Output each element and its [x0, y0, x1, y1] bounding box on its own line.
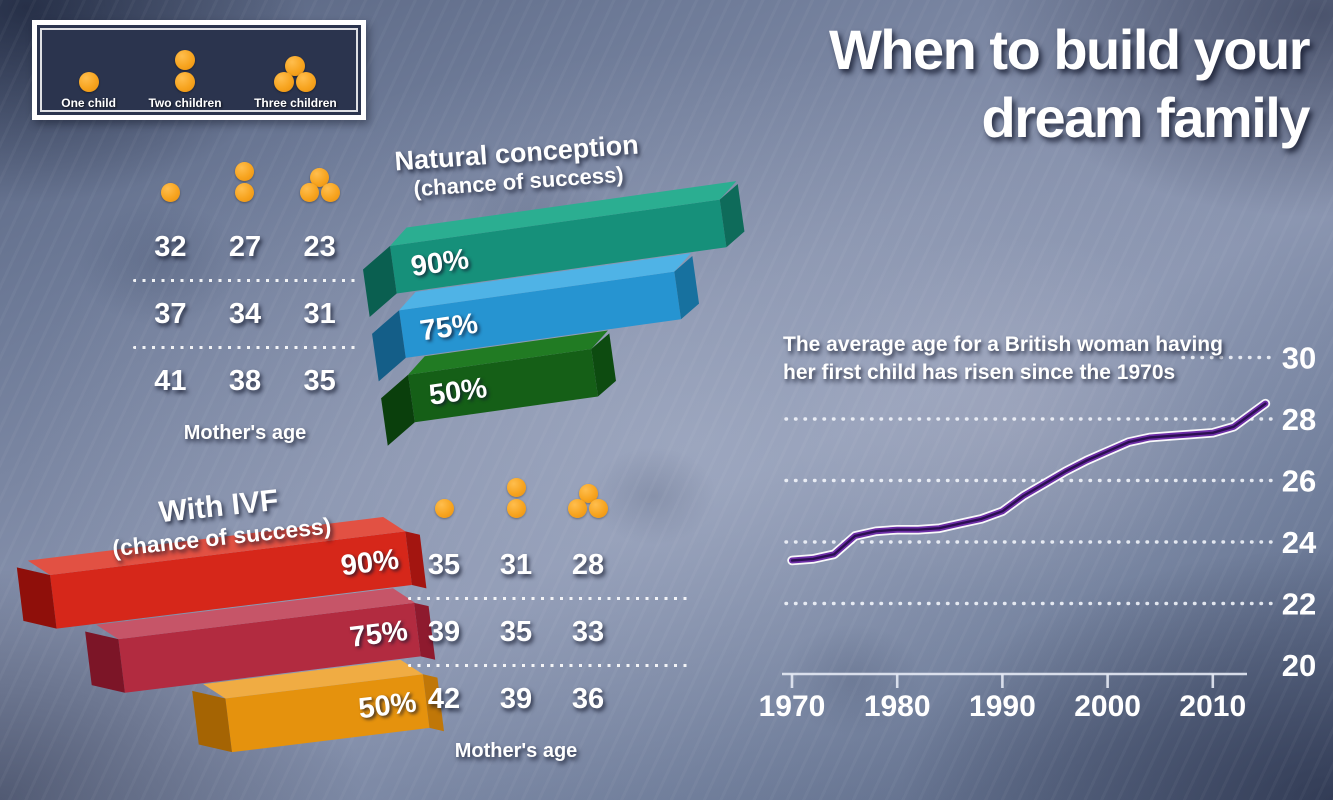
one-child-icon: [78, 72, 99, 92]
three-children-icon: [299, 168, 340, 202]
natural-age-table: 32 27 23 37 34 31 41 38 35 Mother's age: [133, 215, 357, 445]
natural-table-column-icons: [133, 158, 357, 202]
age-value: 23: [303, 230, 336, 263]
page-title-line2: dream family: [981, 86, 1311, 149]
age-value: 35: [499, 615, 533, 648]
age-value: 39: [499, 682, 533, 715]
page-title-line1: When to build your: [828, 18, 1311, 81]
three-children-icon: [274, 56, 317, 92]
legend-label: One child: [61, 96, 116, 110]
mothers-age-label: Mother's age: [183, 422, 307, 444]
trend-chart-caption: The average age for a British woman havi…: [783, 333, 1223, 384]
age-value: 33: [571, 615, 605, 648]
two-children-icon: [506, 478, 526, 518]
dotted-divider: [133, 346, 357, 349]
age-value: 28: [571, 548, 605, 581]
family-size-legend: One child Two children Three children: [32, 20, 366, 120]
legend-label: Two children: [148, 96, 222, 110]
table-row: 39 35 33: [408, 600, 624, 664]
one-child-icon: [160, 183, 180, 202]
one-child-icon: [434, 499, 454, 518]
table-row: 35 31 28: [408, 533, 624, 597]
dotted-divider: [133, 279, 357, 282]
age-value: 31: [303, 297, 336, 330]
age-value: 38: [228, 364, 262, 397]
y-axis-label-20: 20: [1282, 648, 1316, 683]
age-value: 36: [571, 682, 605, 715]
table-row: 32 27 23: [133, 215, 357, 279]
legend-item-three-children: Three children: [254, 56, 337, 110]
table-row: 37 34 31: [133, 282, 357, 346]
two-children-icon: [235, 162, 255, 202]
age-value: 31: [499, 548, 533, 581]
x-axis-label-1970: 1970: [759, 690, 826, 723]
y-axis-label-22: 22: [1282, 587, 1316, 622]
dotted-divider: [408, 597, 690, 600]
bar-value-label: 90%: [408, 242, 471, 283]
legend-label: Three children: [254, 96, 337, 110]
y-axis-label-30: 30: [1282, 341, 1316, 376]
age-value: 39: [427, 615, 461, 648]
x-axis-label-2000: 2000: [1074, 690, 1141, 723]
legend-item-two-children: Two children: [148, 50, 222, 110]
age-value: 41: [154, 364, 187, 397]
bar-value-label: 75%: [417, 307, 480, 347]
ivf-age-table: 35 31 28 39 35 33 42 39 36 Mother's age: [408, 533, 690, 763]
y-axis-label-28: 28: [1282, 402, 1316, 437]
age-value: 27: [228, 230, 262, 263]
bar-end-face: [673, 256, 699, 320]
ivf-table-column-icons: [408, 470, 624, 518]
x-axis-label-1990: 1990: [969, 690, 1036, 723]
age-value: 35: [427, 548, 461, 581]
trend-line-core: [790, 402, 1267, 562]
mothers-age-label: Mother's age: [454, 740, 578, 762]
dotted-divider: [408, 664, 690, 667]
y-axis-label-24: 24: [1282, 525, 1317, 560]
age-value: 37: [154, 297, 187, 330]
bar-value-label: 50%: [426, 371, 489, 412]
bar-end-face: [591, 333, 616, 397]
table-row: 42 39 36: [408, 667, 624, 731]
three-children-icon: [568, 484, 608, 518]
age-value: 35: [303, 364, 336, 397]
two-children-icon: [175, 50, 195, 92]
page-title: When to build your dream family: [828, 16, 1311, 152]
legend-item-one-child: One child: [61, 72, 116, 110]
x-axis-label-2010: 2010: [1179, 690, 1246, 723]
age-value: 32: [154, 230, 187, 263]
y-axis-label-26: 26: [1282, 464, 1316, 499]
age-value: 42: [427, 682, 461, 715]
bar-value-label: 90%: [339, 543, 401, 582]
x-axis-label-1980: 1980: [864, 690, 931, 723]
table-row: 41 38 35: [133, 349, 357, 413]
age-value: 34: [228, 297, 262, 330]
bar-value-label: 75%: [347, 614, 410, 654]
